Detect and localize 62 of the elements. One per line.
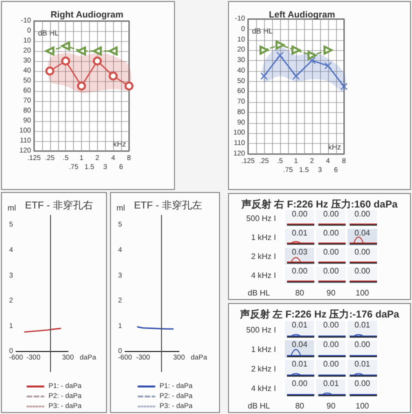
data-label: 0.00: [354, 378, 371, 388]
y-axis-title: ml: [8, 204, 16, 212]
chart-title: 声反射 右 F:226 Hz 压力:160 daPa: [240, 198, 398, 210]
data-label: 0.00: [323, 228, 340, 238]
x-tick-label: 80: [295, 288, 305, 298]
data-label: 0.00: [354, 340, 371, 349]
point: [92, 46, 102, 56]
chart-title: ETF - 非穿孔右: [25, 200, 93, 212]
data-label: 0.01: [354, 320, 371, 330]
data-label: 0.00: [323, 359, 340, 368]
x-tick-label: 90: [326, 288, 336, 298]
data-label: 0.01: [354, 359, 371, 368]
chart-title: Right Audiogram: [50, 10, 124, 20]
data-label: 0.01: [292, 228, 308, 238]
data-label: 0.00: [354, 209, 371, 218]
y-axis-title: ml: [116, 204, 126, 212]
point: [340, 83, 348, 90]
point: [124, 82, 134, 90]
data-label: 0.00: [323, 340, 340, 349]
x-tick-label: 100: [356, 402, 370, 410]
y-tick-label: 500 Hz I: [246, 214, 276, 223]
point: [276, 52, 284, 59]
data-label: 0.00: [292, 209, 308, 218]
point: [260, 72, 268, 80]
data-label: 0.03: [292, 247, 308, 256]
data-label: 0.00: [354, 247, 371, 256]
point: [45, 46, 54, 56]
data-label: 0.00: [292, 378, 308, 388]
chart-title: 声反射 左 F:226 Hz 压力:-176 daPa: [238, 308, 400, 320]
point: [61, 42, 70, 50]
point: [61, 56, 70, 66]
data-label: 0.01: [292, 320, 308, 330]
y-tick-label: 2 kHz I: [251, 252, 276, 261]
point: [108, 72, 118, 80]
x-axis-title: dB HL: [248, 402, 271, 410]
data-label: 0.01: [292, 359, 308, 368]
x-tick-label: 80: [295, 402, 305, 410]
y-tick-label: 1 kHz I: [251, 344, 276, 354]
y-tick-label: 4 kHz I: [251, 384, 276, 393]
y-tick-label: 500 Hz I: [246, 325, 276, 334]
point: [45, 66, 54, 76]
x-tick-label: 100: [356, 288, 370, 298]
point: [92, 56, 102, 66]
data-label: 0.00: [323, 247, 340, 256]
chart-title: Left Audiogram: [268, 10, 336, 20]
data-label: 0.00: [292, 266, 308, 276]
data-label: 0.00: [354, 266, 371, 276]
x-tick-label: 90: [326, 402, 336, 410]
data-label: 0.00: [323, 266, 340, 276]
data-label: 0.00: [323, 209, 340, 218]
data-label: 0.04: [292, 340, 308, 349]
point: [77, 82, 86, 90]
point: [108, 46, 118, 56]
point: [292, 72, 300, 80]
chart-title: ETF - 非穿孔左: [134, 200, 202, 212]
data-label: 0.04: [354, 228, 371, 238]
y-tick-label: 2 kHz I: [251, 364, 276, 374]
y-tick-label: 4 kHz I: [251, 271, 276, 280]
x-axis-title: dB HL: [248, 288, 271, 298]
data-label: 0.00: [323, 320, 340, 330]
y-tick-label: 1 kHz I: [251, 233, 276, 242]
data-label: 0.01: [323, 378, 340, 388]
